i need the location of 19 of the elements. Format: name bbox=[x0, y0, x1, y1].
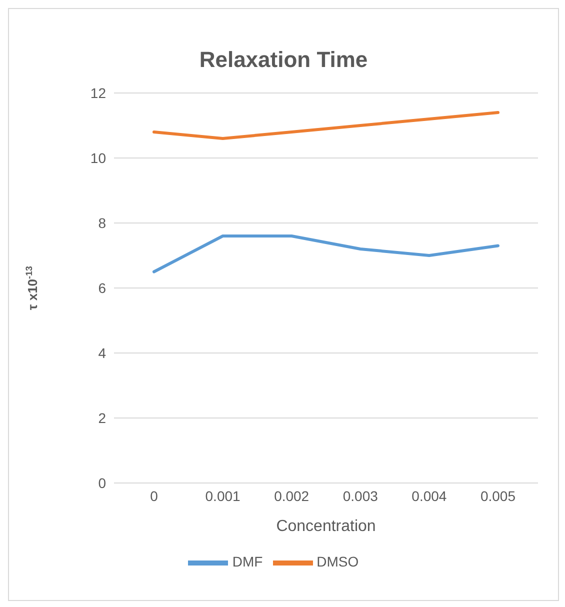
y-tick-label: 12 bbox=[90, 84, 106, 101]
y-tick-label: 2 bbox=[98, 410, 106, 426]
line-series bbox=[152, 111, 500, 140]
chart-title: Relaxation Time bbox=[198, 47, 369, 73]
x-tick-label: 0.002 bbox=[274, 488, 310, 504]
x-axis-title: Concentration bbox=[276, 518, 376, 535]
y-tick-label: 10 bbox=[90, 150, 106, 166]
x-tick-label: 0 bbox=[150, 488, 158, 504]
legend-label: DMF bbox=[232, 554, 263, 570]
y-tick-label: 0 bbox=[98, 474, 106, 491]
legend-label: DMSO bbox=[316, 554, 359, 570]
line-series bbox=[152, 234, 500, 274]
y-tick-label: 4 bbox=[98, 344, 106, 361]
x-tick-label: 0.004 bbox=[412, 488, 447, 504]
y-tick-label: 8 bbox=[98, 214, 106, 231]
x-tick-label: 0.001 bbox=[205, 488, 241, 504]
x-tick-label: 0.005 bbox=[480, 488, 516, 504]
y-tick-label: 6 bbox=[98, 280, 106, 296]
x-tick-label: 0.003 bbox=[342, 488, 378, 504]
